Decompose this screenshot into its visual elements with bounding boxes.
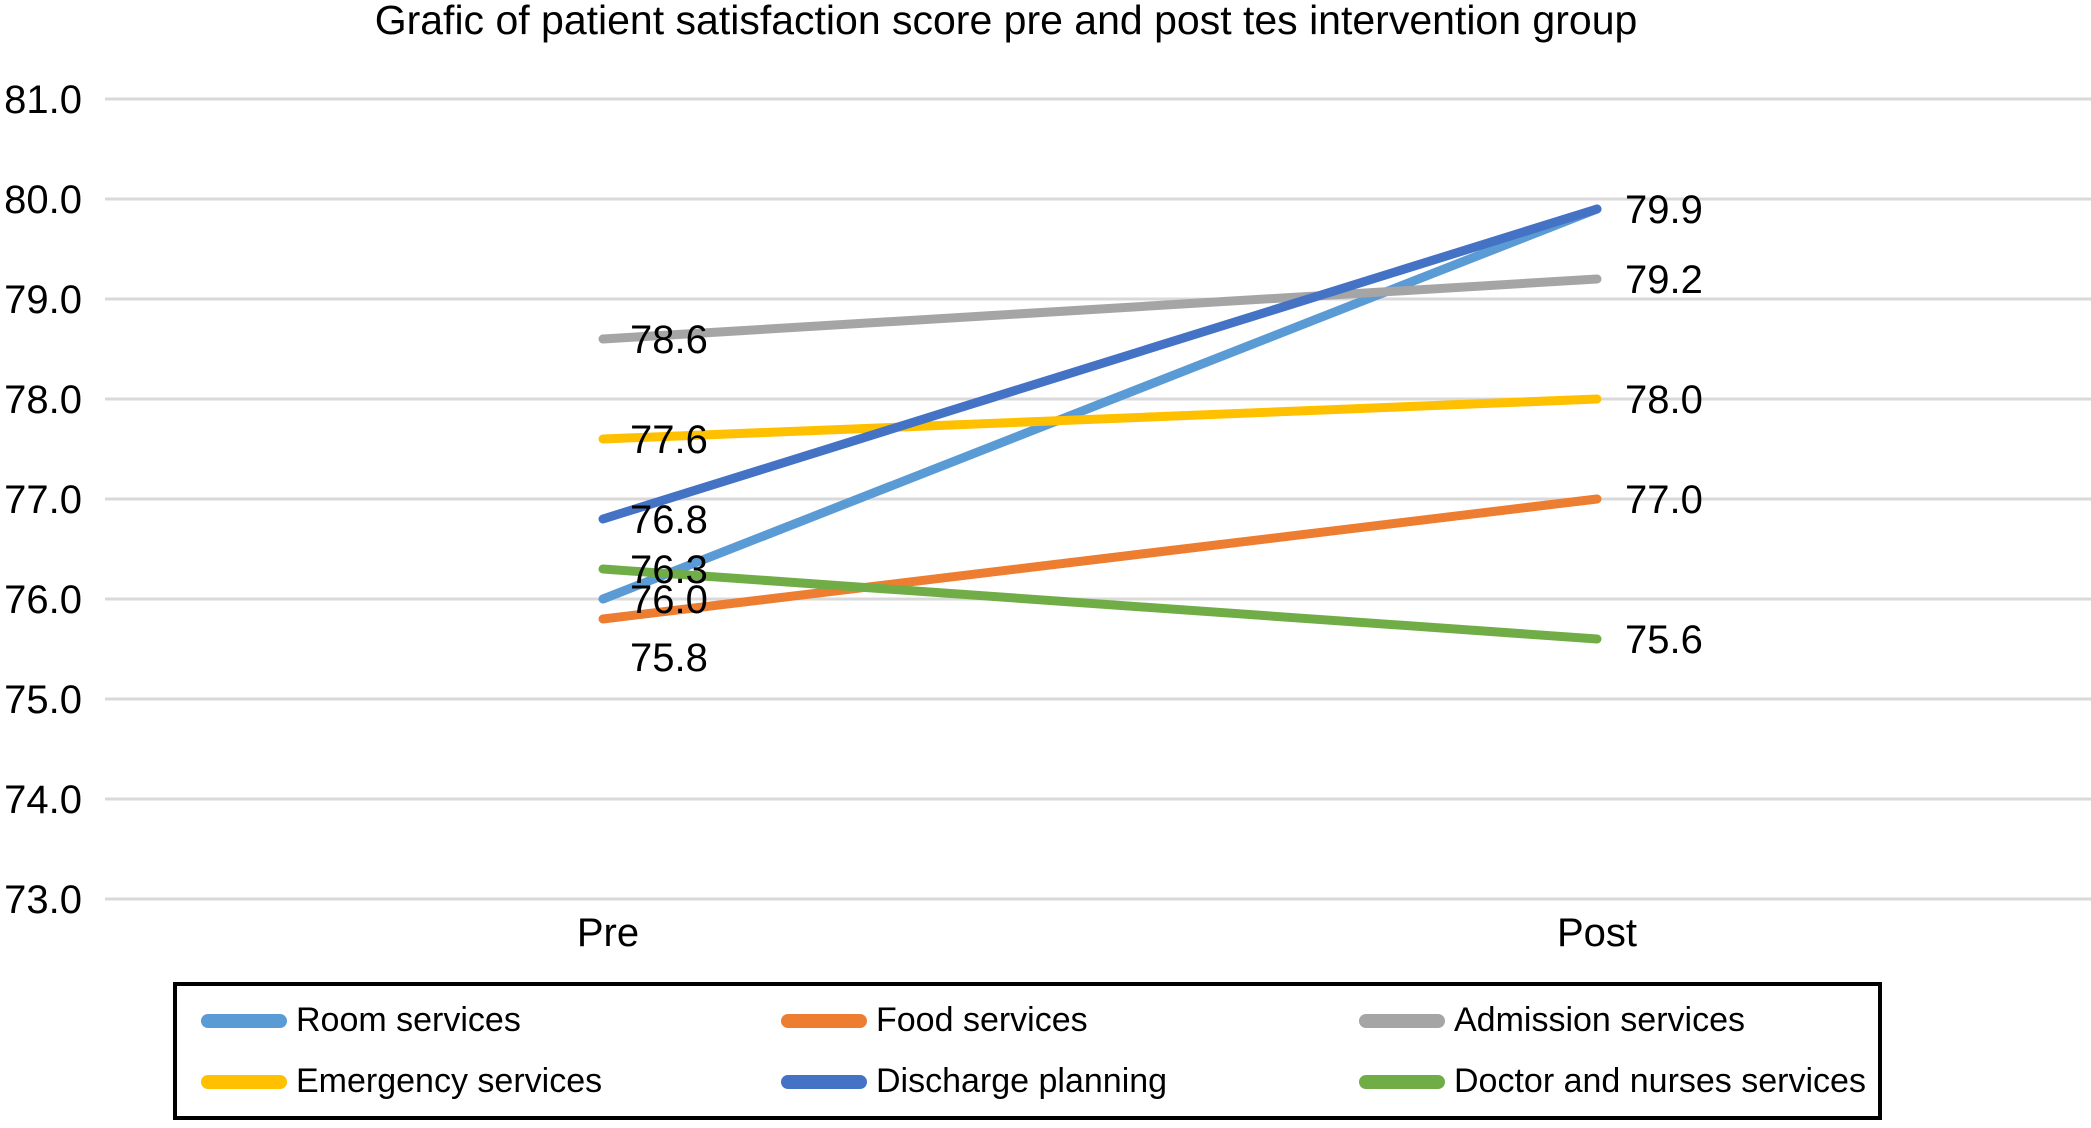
data-label-pre-room-services: 76.0 [630,578,708,622]
chart-title: Grafic of patient satisfaction score pre… [374,0,1638,43]
y-tick-label: 76.0 [4,578,82,622]
series-line-doctor-and-nurses-services [598,564,1602,644]
legend-label: Doctor and nurses services [1454,1062,1866,1100]
data-label-post-emergency-services: 78.0 [1625,378,1703,422]
legend-item-emergency-services: Emergency services [201,1062,781,1101]
series-line-emergency-services [598,394,1602,444]
legend-label: Room services [296,1001,521,1039]
y-tick-label: 73.0 [4,878,82,922]
series-line-room-services [598,204,1602,604]
y-tick-label: 75.0 [4,678,82,722]
legend-item-admission-services: Admission services [1359,1001,1878,1040]
data-label-pre-admission-services: 78.6 [630,318,708,362]
legend-label: Discharge planning [876,1062,1168,1100]
legend-swatch-admission-services [1359,1013,1445,1028]
data-label-pre-doctor-and-nurses-services: 76.3 [630,548,708,592]
legend-item-food-services: Food services [781,1001,1359,1040]
y-tick-label: 81.0 [4,78,82,122]
legend-label: Food services [876,1001,1088,1039]
x-category-label-post: Post [1557,911,1637,955]
legend-label: Emergency services [296,1062,603,1100]
legend-swatch-doctor-and-nurses-services [1359,1074,1445,1089]
y-tick-label: 79.0 [4,278,82,322]
data-label-post-doctor-and-nurses-services: 75.6 [1625,618,1703,662]
legend-grid: Room services Food services Admission serv… [177,986,1878,1116]
y-tick-label: 78.0 [4,378,82,422]
y-tick-label: 80.0 [4,178,82,222]
legend-swatch-food-services [781,1013,867,1028]
legend-item-room-services: Room services [201,1001,781,1040]
series-line-food-services [598,494,1602,624]
data-label-post-discharge-planning: 79.9 [1625,188,1703,232]
legend-swatch-discharge-planning [781,1074,867,1089]
data-label-pre-emergency-services: 77.6 [630,418,708,462]
data-label-post-admission-services: 79.2 [1625,258,1703,302]
x-category-label-pre: Pre [577,911,639,955]
y-tick-label: 77.0 [4,478,82,522]
data-label-pre-food-services: 75.8 [630,636,708,680]
y-tick-label: 74.0 [4,778,82,822]
legend-swatch-emergency-services [201,1074,287,1089]
series-line-discharge-planning [598,204,1602,524]
legend-swatch-room-services [201,1013,287,1028]
data-label-post-food-services: 77.0 [1625,478,1703,522]
legend-item-doctor-and-nurses-services: Doctor and nurses services [1359,1062,1878,1101]
legend: Room services Food services Admission serv… [173,982,1882,1120]
legend-item-discharge-planning: Discharge planning [781,1062,1359,1101]
data-label-pre-discharge-planning: 76.8 [630,498,708,542]
legend-label: Admission services [1454,1001,1745,1039]
series-line-admission-services [598,274,1602,344]
